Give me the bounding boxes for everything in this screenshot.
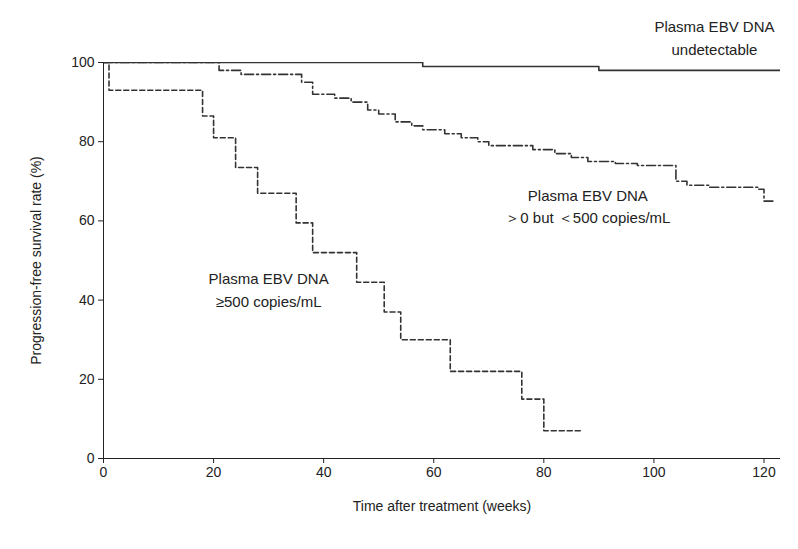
svg-text:0: 0 [100,464,108,480]
svg-text:40: 40 [316,464,332,480]
svg-text:120: 120 [752,464,776,480]
svg-text:Plasma EBV DNAundetectable: Plasma EBV DNAundetectable [654,18,774,58]
svg-text:80: 80 [79,133,95,149]
svg-text:40: 40 [79,292,95,308]
svg-text:80: 80 [536,464,552,480]
svg-text:20: 20 [79,371,95,387]
svg-text:60: 60 [426,464,442,480]
svg-text:Plasma EBV DNA≥500 copies/mL: Plasma EBV DNA≥500 copies/mL [209,270,329,310]
svg-text:Progression-free survival rate: Progression-free survival rate (%) [28,156,44,365]
svg-text:Time after treatment (weeks): Time after treatment (weeks) [353,498,531,514]
svg-text:0: 0 [87,450,95,466]
svg-text:20: 20 [206,464,222,480]
svg-text:100: 100 [71,54,95,70]
svg-text:Plasma EBV DNA＞0 but ＜500 copi: Plasma EBV DNA＞0 but ＜500 copies/mL [505,187,670,227]
svg-text:60: 60 [79,212,95,228]
svg-text:100: 100 [642,464,666,480]
